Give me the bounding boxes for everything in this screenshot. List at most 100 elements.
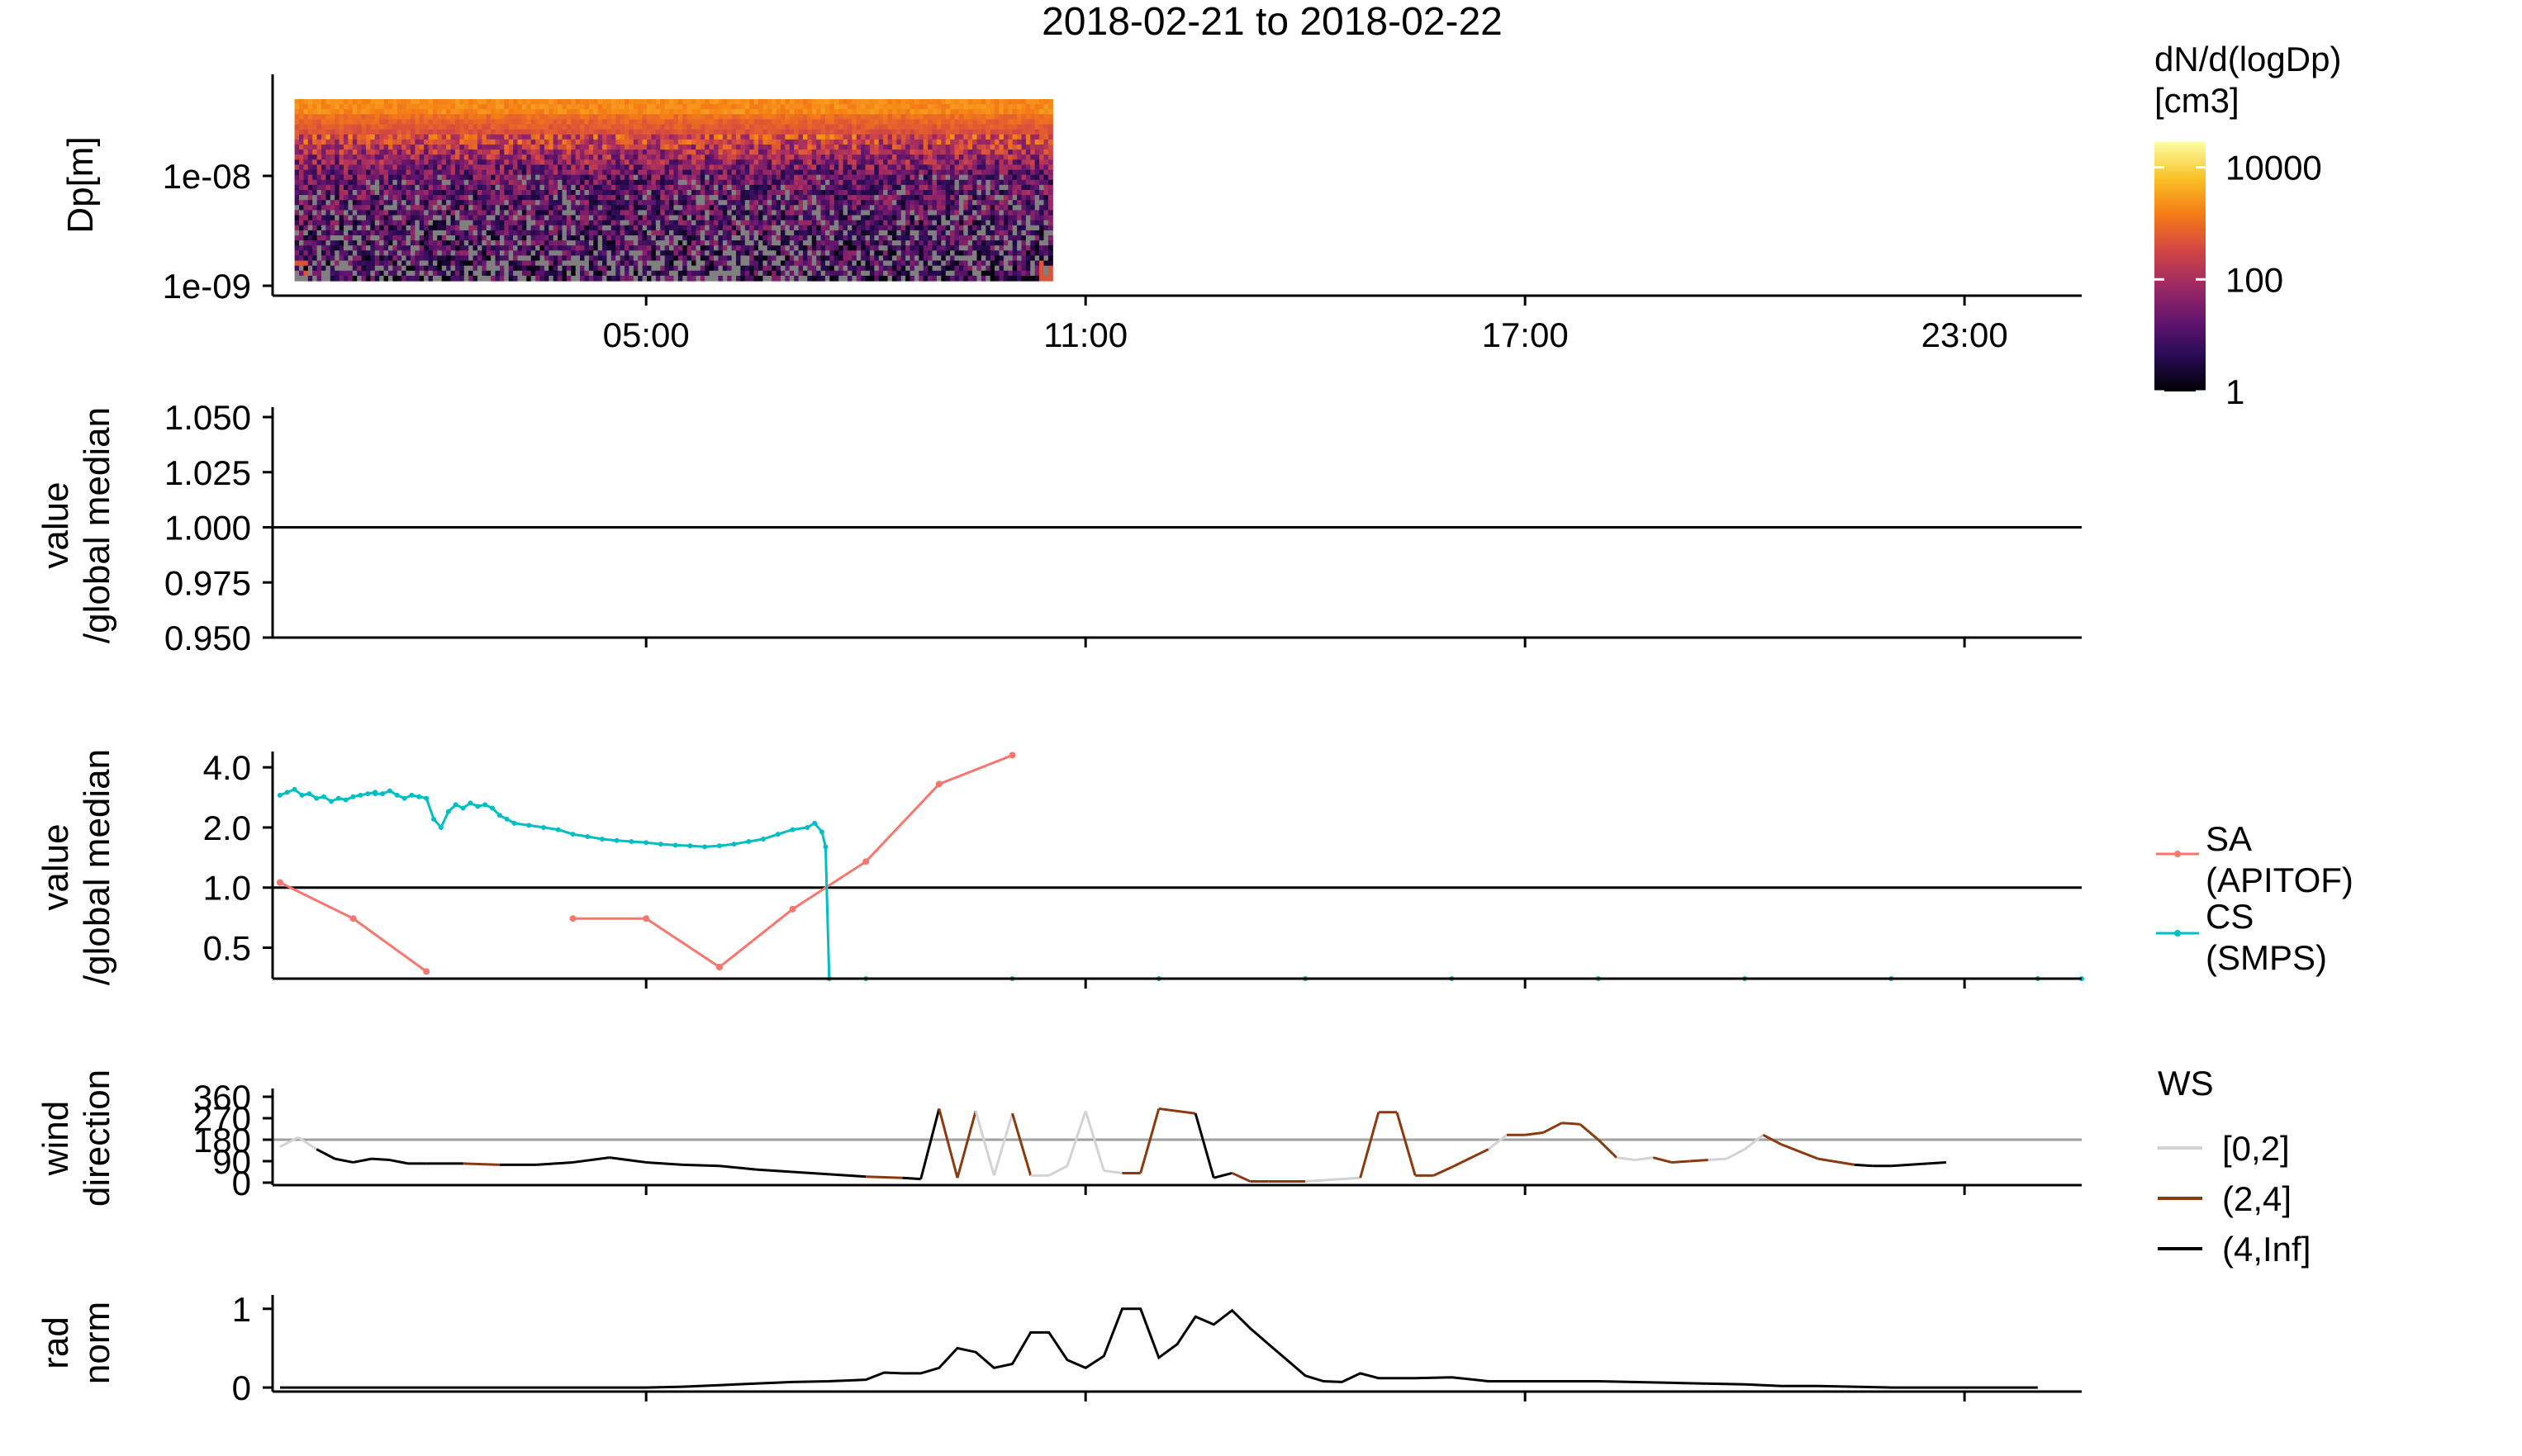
heatmap-cell <box>995 235 1000 241</box>
heatmap-cell <box>459 134 465 140</box>
heatmap-cell <box>740 235 746 241</box>
heatmap-cell <box>597 129 603 135</box>
heatmap-cell <box>370 114 376 121</box>
heatmap-cell <box>410 134 416 140</box>
heatmap-cell <box>562 124 568 130</box>
heatmap-cell <box>861 169 867 176</box>
heatmap-cell <box>647 174 653 181</box>
heatmap-cell <box>602 195 608 201</box>
heatmap-cell <box>941 169 947 176</box>
heatmap-cell <box>597 220 603 226</box>
heatmap-cell <box>330 190 335 196</box>
heatmap-cell <box>312 230 318 236</box>
heatmap-cell <box>682 149 688 155</box>
heatmap-cell <box>521 195 527 201</box>
heatmap-cell <box>856 159 862 166</box>
heatmap-cell <box>1025 134 1031 140</box>
heatmap-cell <box>883 109 889 115</box>
heatmap-cell <box>1034 215 1040 221</box>
heatmap-cell <box>655 174 661 181</box>
heatmap-cell <box>526 200 532 206</box>
heatmap-cell <box>508 184 514 191</box>
heatmap-cell <box>539 139 545 145</box>
heatmap-cell <box>424 124 430 130</box>
heatmap-cell <box>312 129 318 135</box>
heatmap-cell <box>1003 174 1009 181</box>
heatmap-cell <box>705 210 710 216</box>
heatmap-cell <box>450 184 456 191</box>
heatmap-cell <box>682 114 688 121</box>
heatmap-cell <box>932 190 938 196</box>
heatmap-cell <box>682 124 688 130</box>
heatmap-cell <box>303 145 309 150</box>
heatmap-cell <box>508 190 514 196</box>
heatmap-cell <box>526 134 532 140</box>
heatmap-cell <box>370 124 376 130</box>
heatmap-cell <box>852 174 857 181</box>
heatmap-cell <box>1043 159 1049 166</box>
heatmap-cell <box>963 205 969 211</box>
heatmap-cell <box>976 134 982 140</box>
heatmap-cell <box>325 164 331 171</box>
heatmap-cell <box>954 190 960 196</box>
heatmap-cell <box>294 139 300 145</box>
heatmap-cell <box>424 210 430 216</box>
heatmap-cell <box>1012 190 1018 196</box>
heatmap-cell <box>539 230 545 236</box>
heatmap-cell <box>642 139 648 145</box>
heatmap-cell <box>406 114 411 121</box>
heatmap-cell <box>731 195 737 201</box>
heatmap-cell <box>294 119 300 126</box>
heatmap-cell <box>945 205 951 211</box>
heatmap-cell <box>365 104 371 110</box>
heatmap-cell <box>558 184 563 191</box>
heatmap-cell <box>428 200 434 206</box>
heatmap-cell <box>972 200 978 206</box>
heatmap-cell <box>454 129 460 135</box>
heatmap-cell <box>705 99 710 105</box>
heatmap-cell <box>807 164 813 171</box>
heatmap-cell <box>950 109 956 115</box>
heatmap-cell <box>610 205 616 211</box>
heatmap-cell <box>325 104 331 110</box>
heatmap-cell <box>562 184 568 191</box>
heatmap-cell <box>459 174 465 181</box>
heatmap-cell <box>820 134 826 140</box>
heatmap-cell <box>843 114 848 121</box>
heatmap-cell <box>620 210 625 216</box>
heatmap-cell <box>896 215 902 221</box>
heatmap-cell <box>824 215 830 221</box>
heatmap-cell <box>865 164 871 171</box>
heatmap-cell <box>673 215 679 221</box>
heatmap-cell <box>638 164 644 171</box>
heatmap-cell <box>834 124 839 130</box>
heatmap-cell <box>343 200 349 206</box>
heatmap-cell <box>410 124 416 130</box>
heatmap-cell <box>486 164 492 171</box>
heatmap-cell <box>753 154 759 160</box>
heatmap-cell <box>419 195 425 201</box>
heatmap-cell <box>419 184 425 191</box>
heatmap-cell <box>415 240 420 246</box>
heatmap-cell <box>999 195 1005 201</box>
heatmap-cell <box>499 215 505 221</box>
heatmap-cell <box>919 169 924 176</box>
heatmap-cell <box>633 119 639 126</box>
heatmap-cell <box>571 190 577 196</box>
heatmap-cell <box>597 99 603 105</box>
heatmap-cell <box>820 240 826 246</box>
heatmap-cell <box>406 240 411 246</box>
heatmap-cell <box>785 149 791 155</box>
heatmap-cell <box>459 235 465 241</box>
heatmap-cell <box>1039 104 1045 110</box>
heatmap-cell <box>606 164 612 171</box>
heatmap-cell <box>553 245 558 251</box>
heatmap-cell <box>861 240 867 246</box>
heatmap-cell <box>727 145 733 150</box>
heatmap-cell <box>762 210 768 216</box>
heatmap-cell <box>874 114 880 121</box>
heatmap-cell <box>463 190 469 196</box>
heatmap-cell <box>740 119 746 126</box>
heatmap-cell <box>441 99 447 105</box>
heatmap-cell <box>1017 184 1023 191</box>
